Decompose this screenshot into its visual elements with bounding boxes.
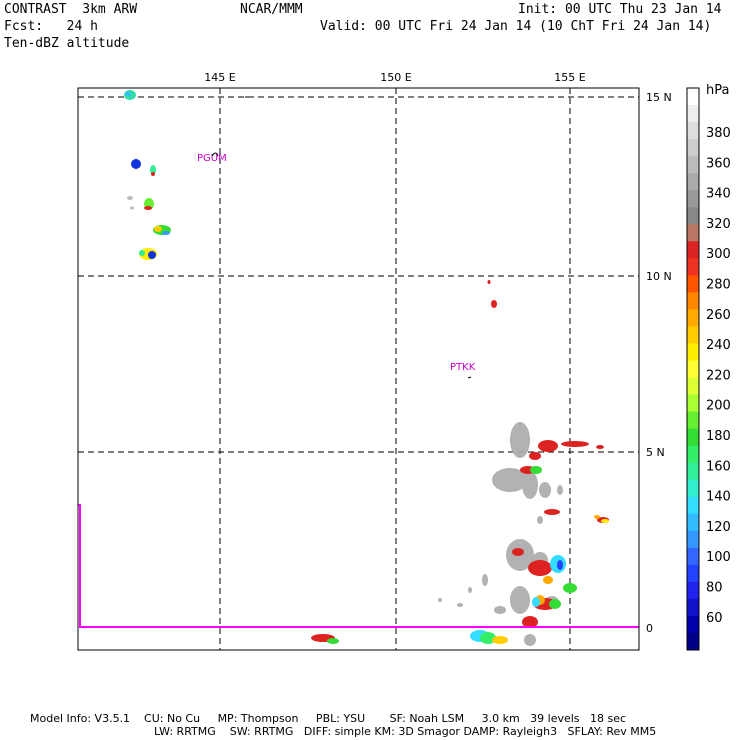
colorbar-label: 240 — [706, 338, 731, 353]
colorbar-swatch — [687, 360, 699, 379]
colorbar-label: 120 — [706, 520, 731, 535]
colorbar-label: 360 — [706, 156, 731, 171]
colorbar-swatch — [687, 292, 699, 310]
colorbar-swatch — [687, 309, 699, 327]
lat-label-15n: 15 N — [646, 91, 672, 104]
guam-coast — [211, 152, 219, 157]
colorbar-swatch — [687, 428, 699, 447]
colorbar-swatch — [687, 139, 699, 157]
init-time: Init: 00 UTC Thu 23 Jan 14 — [518, 2, 722, 17]
colorbar-swatch — [687, 598, 699, 617]
footer-line-2: LW: RRTMG SW: RRTMG DIFF: simple KM: 3D … — [154, 725, 657, 738]
colorbar-swatch — [687, 105, 699, 123]
colorbar-swatch — [687, 241, 699, 259]
lon-label-150: 150 E — [380, 71, 411, 84]
lon-label-145: 145 E — [204, 71, 235, 84]
valid-time: Valid: 00 UTC Fri 24 Jan 14 (10 ChT Fri … — [320, 19, 712, 34]
colorbar: 380 360 340 320 300 280 260 240 220 200 180 160 140 1… — [686, 87, 731, 651]
colorbar-swatch — [687, 88, 699, 106]
colorbar-swatch — [687, 411, 699, 430]
colorbar-swatch — [687, 530, 699, 549]
colorbar-swatch — [687, 445, 699, 464]
field-name: Ten-dBZ altitude — [4, 36, 130, 51]
colorbar-label: 180 — [706, 429, 731, 444]
colorbar-swatch — [687, 156, 699, 174]
colorbar-swatch — [687, 581, 699, 600]
colorbar-swatch — [687, 479, 699, 498]
colorbar-label: 140 — [706, 490, 731, 505]
colorbar-swatch — [687, 513, 699, 532]
plot-frame — [77, 87, 640, 651]
colorbar-swatch — [687, 326, 699, 344]
colorbar-swatch — [687, 394, 699, 413]
colorbar-swatch — [687, 258, 699, 276]
colorbar-swatch — [687, 173, 699, 191]
reflectivity-cells — [124, 90, 609, 646]
model-title: CONTRAST 3km ARW — [4, 2, 138, 17]
colorbar-label: 60 — [706, 611, 723, 626]
colorbar-unit: hPa — [706, 83, 729, 98]
chuuk-coast — [467, 376, 472, 379]
station-label-ptkk: PTKK — [450, 362, 476, 373]
colorbar-label: 300 — [706, 247, 731, 262]
colorbar-label: 340 — [706, 187, 731, 202]
colorbar-swatch — [687, 547, 699, 566]
colorbar-label: 160 — [706, 459, 731, 474]
colorbar-label: 220 — [706, 368, 731, 383]
center-title: NCAR/MMM — [240, 2, 303, 17]
colorbar-frame — [686, 87, 700, 651]
colorbar-swatch — [687, 462, 699, 481]
colorbar-swatch — [687, 615, 699, 634]
colorbar-swatch — [687, 224, 699, 242]
lon-label-155: 155 E — [554, 71, 585, 84]
colorbar-label: 80 — [706, 581, 723, 596]
colorbar-swatch — [687, 632, 699, 651]
graticule — [78, 88, 639, 650]
colorbar-label: 260 — [706, 308, 731, 323]
colorbar-label: 100 — [706, 550, 731, 565]
colorbar-swatch — [687, 343, 699, 361]
footer-line-1: Model Info: V3.5.1 CU: No Cu MP: Thompso… — [30, 712, 627, 725]
colorbar-label: 380 — [706, 126, 731, 141]
station-label-pgum: PGUM — [197, 153, 227, 164]
colorbar-label: 200 — [706, 399, 731, 414]
forecast-hour: Fcst: 24 h — [4, 19, 98, 34]
lat-label-5n: 5 N — [646, 446, 665, 459]
colorbar-label: 280 — [706, 278, 731, 293]
colorbar-swatch — [687, 122, 699, 140]
lat-label-0: 0 — [646, 622, 653, 635]
colorbar-swatch — [687, 275, 699, 293]
colorbar-swatch — [687, 564, 699, 583]
colorbar-swatch — [687, 377, 699, 396]
colorbar-swatch — [687, 207, 699, 225]
lat-label-10n: 10 N — [646, 270, 672, 283]
colorbar-swatch — [687, 496, 699, 515]
colorbar-swatch — [687, 190, 699, 208]
colorbar-label: 320 — [706, 217, 731, 232]
domain-boundary — [78, 504, 639, 628]
